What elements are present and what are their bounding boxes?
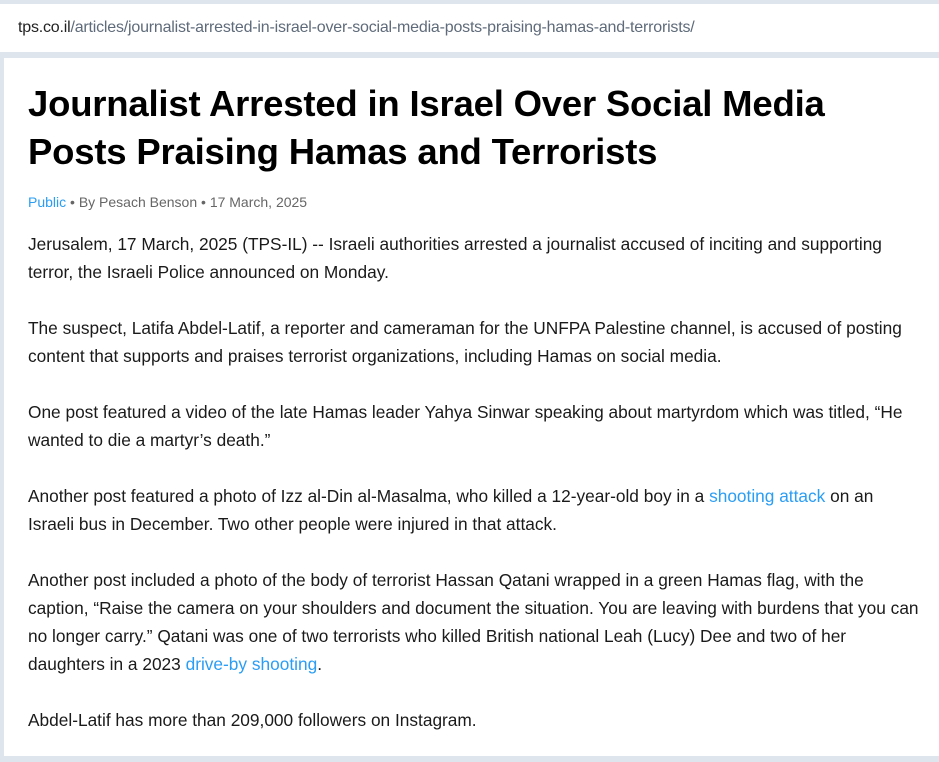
- paragraph-text: on an Israeli bus in December. Two other…: [28, 486, 874, 534]
- category-link[interactable]: Public: [28, 194, 67, 210]
- byline: By Pesach Benson: [78, 194, 198, 210]
- paragraph: Jerusalem, 17 March, 2025 (TPS-IL) -- Is…: [28, 234, 882, 282]
- drive-by-shooting-link[interactable]: drive-by shooting: [185, 654, 318, 674]
- article-body: Jerusalem, 17 March, 2025 (TPS-IL) -- Is…: [28, 230, 923, 734]
- article: Journalist Arrested in Israel Over Socia…: [28, 80, 923, 762]
- paragraph: One post featured a video of the late Ha…: [28, 402, 903, 450]
- paragraph: Another post featured a photo of Izz al-…: [28, 482, 923, 538]
- address-bar[interactable]: tps.co.il/articles/journalist-arrested-i…: [0, 4, 939, 52]
- article-page: Journalist Arrested in Israel Over Socia…: [4, 58, 939, 756]
- paragraph: Abdel-Latif has more than 209,000 follow…: [28, 710, 477, 730]
- paragraph: Another post included a photo of the bod…: [28, 566, 923, 678]
- article-title: Journalist Arrested in Israel Over Socia…: [28, 83, 825, 172]
- paragraph-text: .: [317, 654, 322, 674]
- url-text[interactable]: tps.co.il/articles/journalist-arrested-i…: [18, 19, 695, 37]
- url-path: /articles/journalist-arrested-in-israel-…: [70, 19, 695, 36]
- article-meta: Public • By Pesach Benson • 17 March, 20…: [28, 194, 923, 210]
- paragraph-text: Another post featured a photo of Izz al-…: [28, 486, 710, 506]
- meta-separator: •: [66, 194, 79, 210]
- url-domain: tps.co.il: [18, 19, 71, 36]
- paragraph: The suspect, Latifa Abdel-Latif, a repor…: [28, 318, 902, 366]
- meta-separator: •: [197, 194, 210, 210]
- shooting-attack-link[interactable]: shooting attack: [709, 486, 826, 506]
- article-date: 17 March, 2025: [209, 194, 308, 210]
- paragraph-text: Another post included a photo of the bod…: [28, 570, 919, 674]
